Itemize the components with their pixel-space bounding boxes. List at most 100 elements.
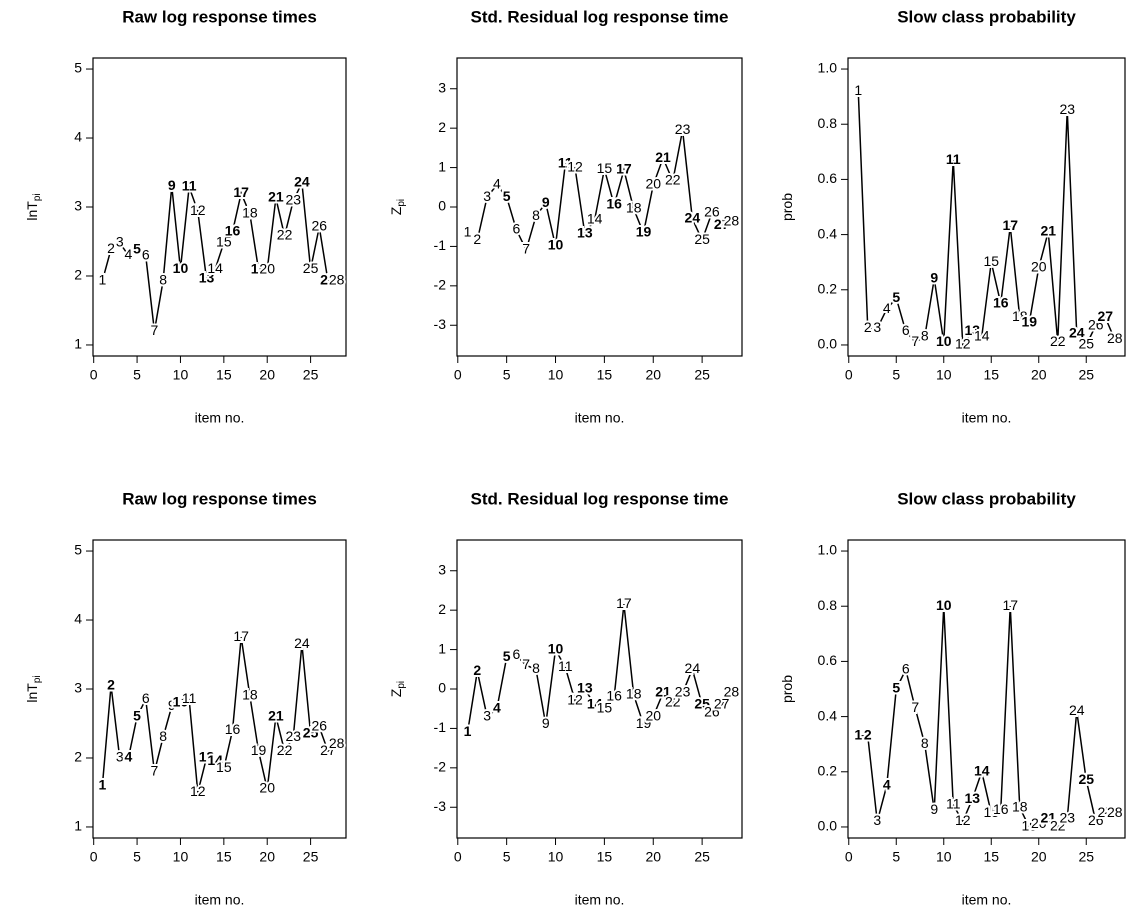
point-label: 27	[320, 272, 336, 288]
point-label: 15	[983, 804, 999, 820]
point-label: 12	[190, 202, 206, 218]
y-tick-label: 1.0	[818, 60, 838, 76]
point-label: 9	[930, 801, 938, 817]
point-label: 8	[159, 272, 167, 288]
point-label: 24	[685, 210, 701, 226]
point-label: 26	[311, 218, 327, 234]
x-tick-label: 15	[597, 849, 613, 865]
point-label: 16	[993, 801, 1009, 817]
point-label: 14	[587, 695, 603, 711]
point-label: 8	[532, 660, 540, 676]
x-tick-label: 10	[173, 367, 189, 383]
point-label: 20	[259, 780, 275, 796]
x-axis-label: item no.	[575, 410, 625, 426]
point-label: 5	[133, 707, 141, 723]
point-label: 7	[911, 699, 919, 715]
data-line	[858, 606, 1115, 828]
point-label: 17	[616, 595, 632, 611]
x-axis-label: item no.	[962, 410, 1012, 426]
point-label: 11	[946, 796, 961, 812]
point-label: 27	[320, 742, 336, 758]
point-label: 19	[1021, 314, 1037, 330]
x-tick-label: 5	[133, 849, 141, 865]
point-label: 13	[199, 749, 215, 765]
point-label: 8	[532, 207, 540, 223]
x-tick-label: 10	[548, 367, 564, 383]
point-label: 16	[993, 294, 1009, 310]
data-line	[101, 180, 337, 332]
y-tick-label: 0.0	[818, 818, 838, 834]
point-label: 2	[107, 240, 115, 256]
x-tick-label: 15	[983, 367, 999, 383]
point-label: 14	[587, 211, 603, 227]
point-label: 16	[225, 721, 241, 737]
y-tick-label: 5	[74, 60, 82, 76]
point-label: 5	[892, 680, 900, 696]
point-label: 11	[558, 155, 573, 171]
y-axis-label-main: prob	[779, 193, 795, 221]
point-label: 26	[311, 718, 327, 734]
data-line	[857, 91, 1116, 348]
y-axis-label: Zpi	[388, 199, 407, 215]
x-tick-label: 25	[694, 849, 710, 865]
y-tick-label: 1	[74, 336, 82, 352]
point-label: 18	[626, 686, 642, 702]
point-label: 6	[513, 646, 521, 662]
y-tick-label: -3	[434, 798, 447, 814]
y-tick-label: -1	[434, 237, 447, 253]
plot-box	[456, 539, 743, 839]
point-label: 13	[577, 680, 593, 696]
point-label: 18	[1012, 308, 1028, 324]
y-tick-label: 0.4	[818, 707, 838, 723]
point-label: 17	[1002, 597, 1018, 613]
point-label: 23	[1059, 101, 1075, 117]
y-tick-label: 2	[438, 119, 446, 135]
y-tick-label: 0.8	[818, 597, 838, 613]
x-tick-label: 20	[645, 367, 661, 383]
point-label: 14	[974, 327, 990, 343]
point-label: 13	[964, 322, 980, 338]
point-label: 15	[597, 699, 613, 715]
point-label: 23	[675, 684, 691, 700]
point-label: 4	[493, 176, 501, 192]
x-tick-label: 5	[892, 367, 900, 383]
point-label: 2	[864, 319, 872, 335]
point-label: 22	[1050, 333, 1066, 349]
point-label: 7	[522, 656, 530, 672]
x-tick-label: 0	[845, 849, 853, 865]
y-tick-label: 3	[438, 79, 446, 95]
point-label: 3	[873, 319, 881, 335]
point-label: 4	[883, 300, 891, 316]
point-label: 27	[714, 695, 730, 711]
point-label: 21	[1040, 809, 1056, 825]
point-label: 14	[974, 762, 990, 778]
point-label: 10	[173, 260, 189, 276]
point-label: 11	[182, 178, 197, 194]
y-axis-label-sub: pi	[32, 675, 43, 683]
point-label: 7	[151, 762, 159, 778]
y-tick-label: 1	[438, 158, 446, 174]
point-label: 14	[207, 752, 223, 768]
point-label: 27	[714, 216, 730, 232]
point-label: 25	[694, 231, 710, 247]
point-label: 7	[522, 241, 530, 257]
plot-box	[456, 57, 743, 357]
point-label: 15	[216, 234, 232, 250]
point-label: 10	[548, 640, 564, 656]
point-label: 19	[636, 224, 652, 240]
point-label: 6	[902, 660, 910, 676]
panel-title: Slow class probability	[897, 7, 1076, 26]
point-label: 4	[493, 699, 501, 715]
x-axis-label: item no.	[195, 892, 245, 908]
point-label: 28	[329, 735, 345, 751]
point-label: 26	[704, 703, 720, 719]
x-tick-label: 20	[645, 849, 661, 865]
y-tick-label: 4	[74, 611, 82, 627]
x-tick-label: 25	[303, 849, 319, 865]
point-label: 3	[116, 749, 124, 765]
point-label: 21	[655, 684, 671, 700]
x-tick-label: 10	[548, 849, 564, 865]
